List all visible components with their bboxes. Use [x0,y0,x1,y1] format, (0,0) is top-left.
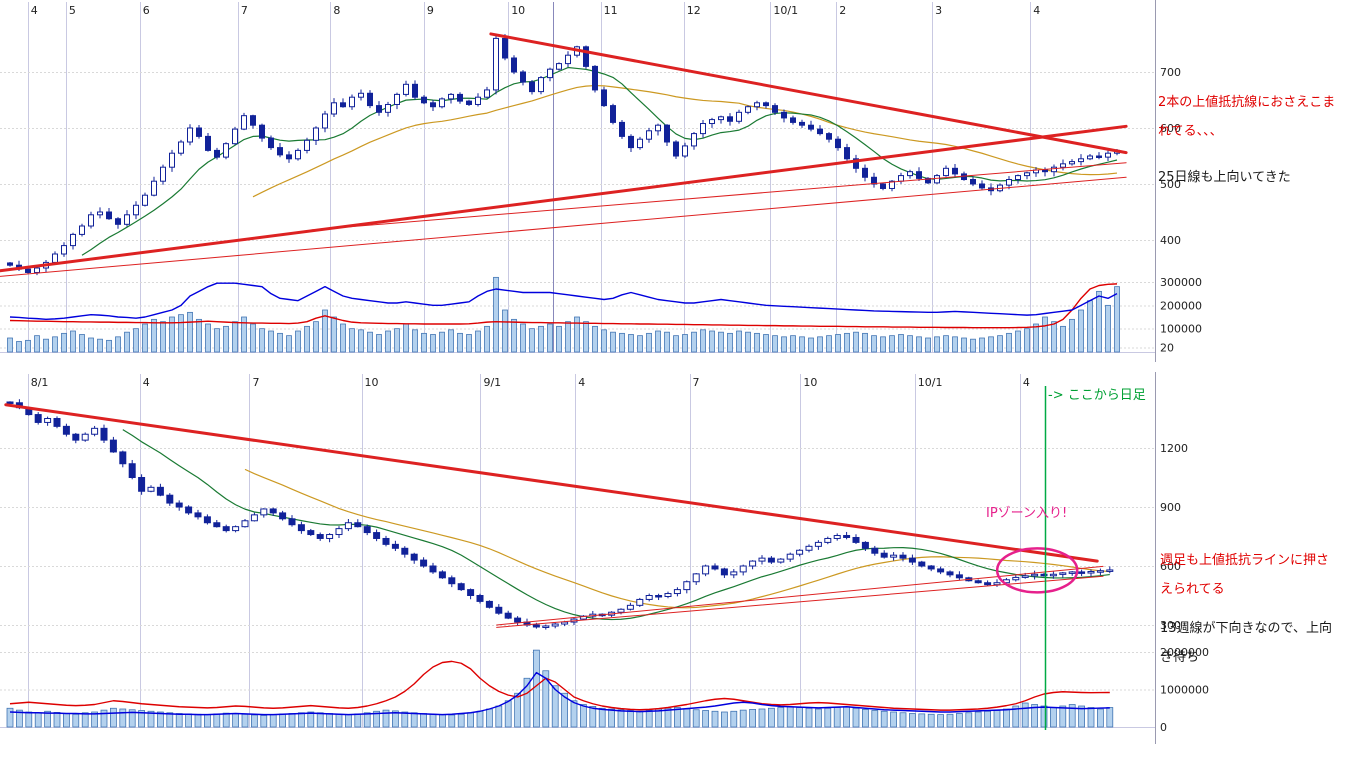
svg-text:9: 9 [427,4,434,17]
svg-text:10/1: 10/1 [773,4,798,17]
annotation-daily-ma-note: 25日線も上向いてきた [1158,170,1291,185]
svg-text:5: 5 [69,4,76,17]
svg-text:500: 500 [1160,178,1181,191]
svg-text:10: 10 [803,376,817,389]
daily-candlestick-chart: 4 5 6 7 8 9 10 11 12 10/1 2 3 4 700 600 500 400 300000 200… [0,0,1202,362]
svg-text:400: 400 [1160,234,1181,247]
weekly-y-axis-labels: 1200 900 600 300 2000000 1000000 0 [1160,442,1209,734]
weekly-x-axis-labels: 8/1 4 7 10 9/1 4 7 10 10/1 4 [31,376,1030,389]
annotation-ip-zone-label: IPゾーン入り! [986,506,1068,521]
annotation-weekly-resistance-note: 週足も上値抵抗ラインに押さ えられてる [1160,546,1329,604]
svg-text:900: 900 [1160,501,1181,514]
weekly-candlestick-chart: 8/1 4 7 10 9/1 4 7 10 10/1 4120090060030020000001… [0,372,1209,744]
svg-text:10/1: 10/1 [918,376,943,389]
svg-text:3: 3 [935,4,942,17]
svg-text:700: 700 [1160,66,1181,79]
svg-text:4: 4 [1033,4,1040,17]
svg-text:300000: 300000 [1160,276,1202,289]
svg-text:7: 7 [252,376,259,389]
svg-text:1000000: 1000000 [1160,684,1209,697]
annotation-line: えられてる [1160,582,1225,597]
svg-text:4: 4 [1023,376,1030,389]
svg-text:0: 0 [1160,721,1167,734]
daily-volume-overlay-lines [9,282,1118,329]
svg-text:7: 7 [241,4,248,17]
weekly-grid [0,372,1156,744]
svg-text:2000000: 2000000 [1160,646,1209,659]
svg-text:300: 300 [1160,619,1181,632]
svg-text:8/1: 8/1 [31,376,49,389]
annotation-line: 週足も上値抵抗ラインに押さ [1160,553,1330,568]
daily-candles [7,34,1120,276]
annotation-line: 2本の上値抵抗線におさえこま [1158,95,1336,110]
annotation-line: き待ち [1160,650,1200,665]
annotation-line: れてる、、、 [1158,124,1223,139]
annotation-line: 13週線が下向きなので、上向 [1160,621,1333,636]
weekly-ip-zone-ellipse [995,547,1079,594]
annotation-daily-resistance-note: 2本の上値抵抗線におさえこま れてる、、、 [1158,88,1335,146]
svg-text:600: 600 [1160,560,1181,573]
svg-text:11: 11 [604,4,618,17]
weekly-moving-averages [122,429,1110,621]
svg-text:4: 4 [578,376,585,389]
svg-text:10: 10 [365,376,379,389]
svg-text:7: 7 [693,376,700,389]
svg-text:4: 4 [31,4,38,17]
daily-moving-averages [81,66,1118,256]
svg-text:20: 20 [1160,341,1174,354]
daily-y-axis-labels: 700 600 500 400 300000 200000 100000 20 [1160,66,1202,354]
daily-trendlines [0,32,1128,277]
svg-text:10: 10 [511,4,525,17]
daily-x-axis-labels: 4 5 6 7 8 9 10 11 12 10/1 2 3 4 [31,4,1041,17]
svg-text:200000: 200000 [1160,299,1202,312]
annotation-weekly-ma-note: 13週線が下向きなので、上向 き待ち [1160,614,1332,672]
annotation-daily-start-note: -> ここから日足 [1048,388,1146,403]
weekly-trendlines [4,403,1104,628]
svg-text:2: 2 [839,4,846,17]
weekly-candles [6,399,1114,630]
svg-text:4: 4 [143,376,150,389]
daily-volume-bars [7,276,1120,353]
svg-text:8: 8 [333,4,340,17]
weekly-volume-overlay-lines [9,660,1110,716]
svg-text:600: 600 [1160,122,1181,135]
svg-text:9/1: 9/1 [483,376,501,389]
svg-text:12: 12 [687,4,701,17]
svg-text:1200: 1200 [1160,442,1188,455]
svg-text:6: 6 [143,4,150,17]
weekly-volume-bars [6,649,1114,728]
svg-text:100000: 100000 [1160,323,1202,336]
